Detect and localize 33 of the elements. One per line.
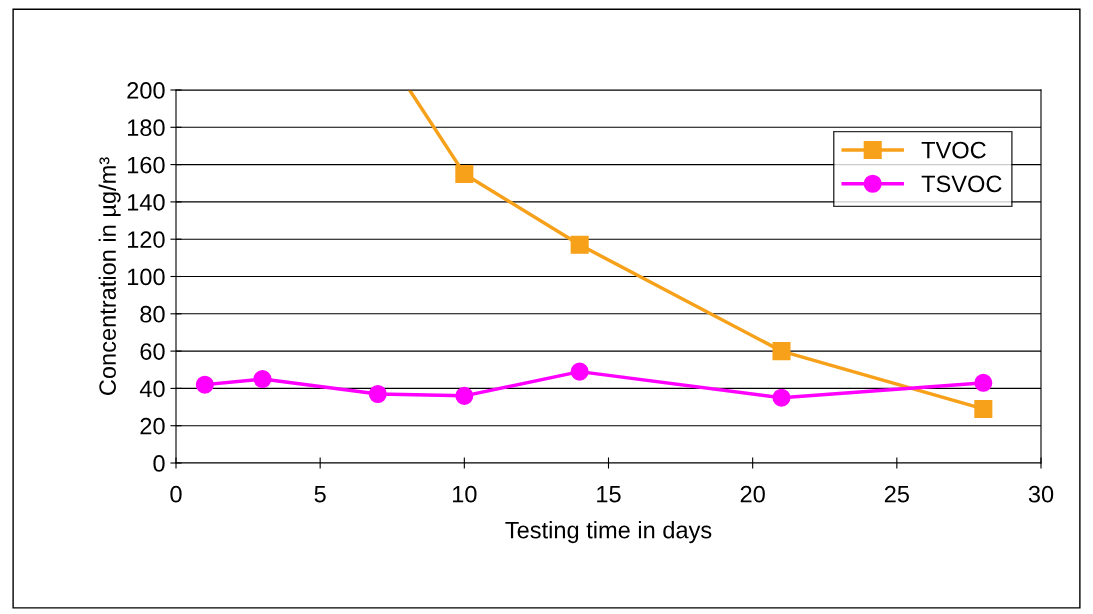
point bbox=[974, 373, 993, 392]
x-tick-label: 10 bbox=[453, 485, 477, 503]
y-tick-label: 80 bbox=[140, 305, 165, 323]
x-axis-title: Testing time in days bbox=[505, 521, 712, 544]
point bbox=[368, 384, 387, 404]
legend-label: TVOC bbox=[921, 141, 986, 159]
point bbox=[974, 399, 993, 418]
x-tick-label: 15 bbox=[597, 486, 621, 503]
x-tick-label: 5 bbox=[314, 486, 326, 503]
x-tick-label: 25 bbox=[884, 485, 909, 503]
point bbox=[253, 370, 272, 389]
point bbox=[195, 375, 214, 394]
y-tick-label: 140 bbox=[127, 193, 165, 211]
y-tick-label: 40 bbox=[139, 380, 165, 398]
point bbox=[772, 388, 791, 407]
y-axis-title: Concentration in µg/m³ bbox=[98, 157, 121, 395]
y-tick-label: 160 bbox=[127, 156, 165, 174]
y-tick-label: 20 bbox=[140, 417, 165, 435]
y-tick-label: 120 bbox=[127, 231, 165, 248]
point bbox=[772, 342, 791, 361]
y-tick-label: 180 bbox=[127, 119, 165, 137]
y-tick-label: 200 bbox=[127, 82, 165, 99]
x-tick-label: 0 bbox=[170, 485, 182, 503]
y-tick-label: 100 bbox=[127, 268, 165, 286]
y-tick-label: 0 bbox=[153, 455, 165, 472]
point bbox=[455, 386, 474, 405]
point bbox=[570, 362, 589, 381]
x-tick-label: 20 bbox=[740, 485, 765, 503]
y-tick-label: 60 bbox=[140, 343, 165, 360]
x-tick-label: 30 bbox=[1028, 485, 1054, 503]
point bbox=[455, 164, 474, 183]
point bbox=[570, 235, 589, 254]
legend-label: TSVOC bbox=[921, 175, 1002, 193]
